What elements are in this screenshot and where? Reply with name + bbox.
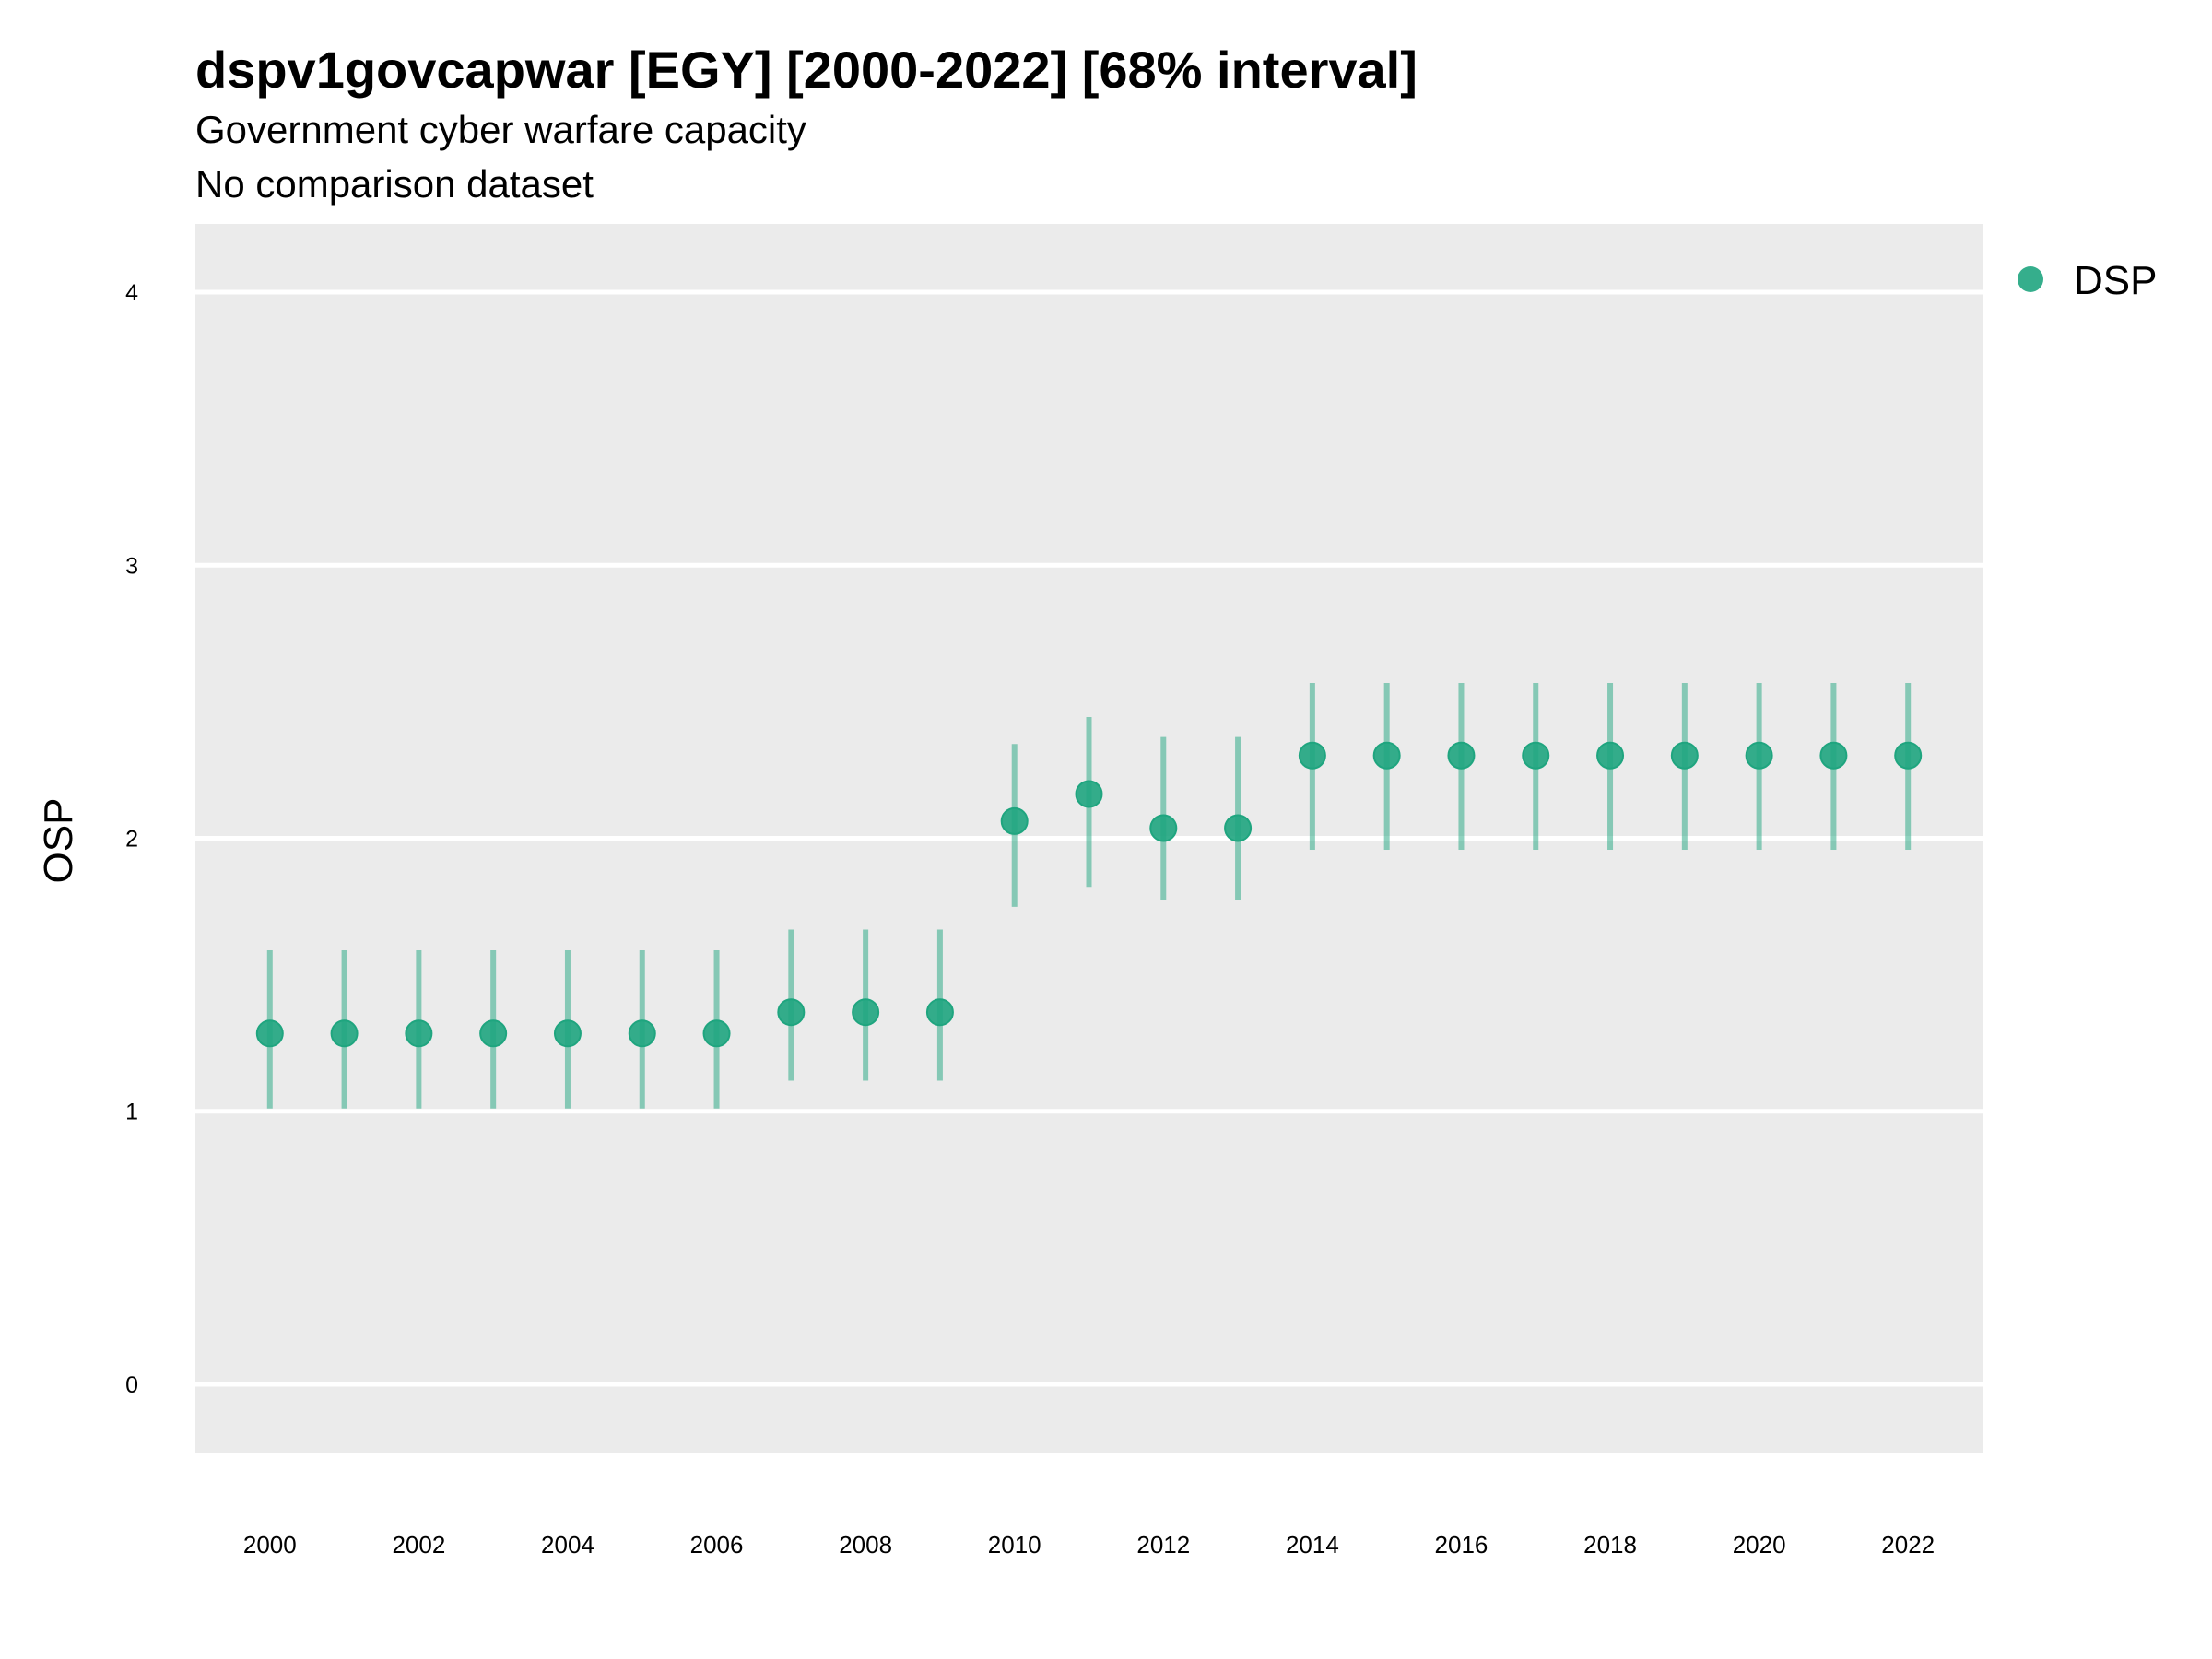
y-tick-label: 1 [125,1100,138,1125]
x-tick-label: 2008 [839,1531,892,1559]
point [852,998,880,1027]
legend-label: DSP [2074,258,2157,303]
x-tick-label: 2010 [988,1531,1041,1559]
x-tick-label: 2006 [690,1531,744,1559]
point [702,1019,731,1048]
y-tick-label: 4 [125,280,138,306]
y-axis-label: OSP [36,798,81,884]
chart-subtitle: Government cyber warfare capacity [195,108,806,151]
point [330,1019,359,1048]
point [1075,780,1103,808]
x-tick-label: 2016 [1435,1531,1488,1559]
point [1372,741,1401,770]
point [1000,806,1029,835]
x-tick-label: 2014 [1286,1531,1339,1559]
point [1819,741,1848,770]
x-tick-label: 2020 [1733,1531,1786,1559]
chart-subtitle: No comparison dataset [195,162,594,206]
point [553,1019,582,1048]
x-tick-label: 2012 [1136,1531,1190,1559]
point [479,1019,508,1048]
x-tick-label: 2002 [392,1531,445,1559]
x-tick-label: 2000 [243,1531,297,1559]
x-tick-label: 2004 [541,1531,594,1559]
point [255,1019,284,1048]
point [1224,814,1253,842]
chart-title: dspv1govcapwar [EGY] [2000-2022] [68% in… [195,41,1418,99]
point [1670,741,1699,770]
legend-marker [2018,266,2043,292]
point [628,1019,656,1048]
point [777,998,806,1027]
x-tick-label: 2022 [1881,1531,1935,1559]
point [1522,741,1550,770]
point [1745,741,1773,770]
point [1447,741,1476,770]
y-tick-label: 0 [125,1372,138,1398]
point [1894,741,1923,770]
point [1149,814,1178,842]
y-tick-label: 2 [125,827,138,853]
point [1298,741,1326,770]
point [925,998,954,1027]
point [405,1019,433,1048]
y-tick-label: 3 [125,553,138,579]
point [1596,741,1625,770]
x-tick-label: 2018 [1583,1531,1637,1559]
